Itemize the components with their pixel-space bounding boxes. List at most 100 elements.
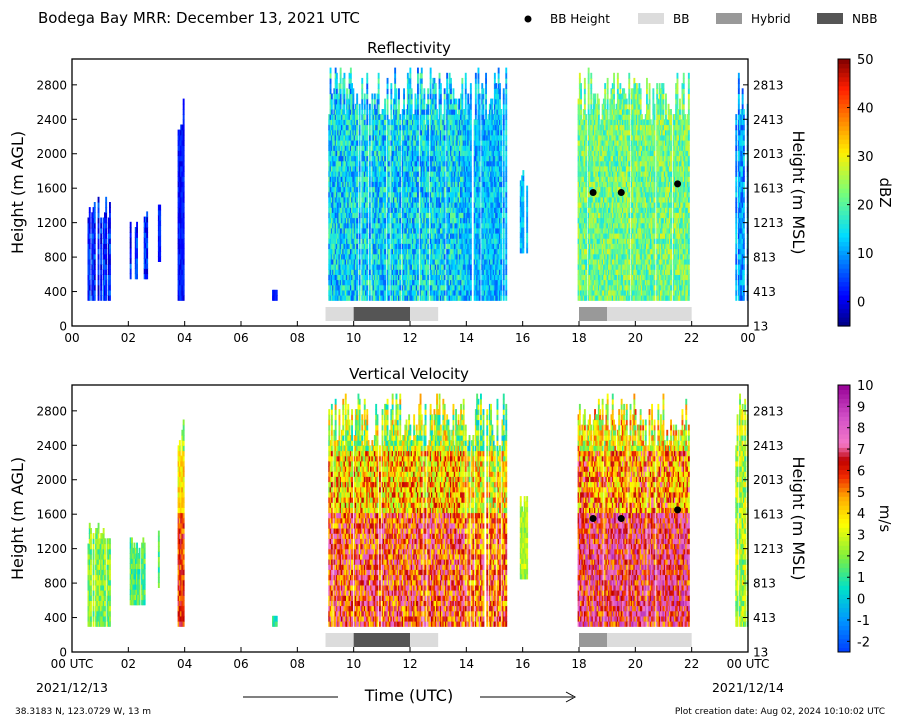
heatmap-cell bbox=[386, 217, 389, 224]
heatmap-cell bbox=[464, 186, 467, 193]
heatmap-cell bbox=[361, 165, 364, 172]
heatmap-cell bbox=[390, 181, 393, 188]
heatmap-cell bbox=[393, 98, 395, 105]
heatmap-cell bbox=[467, 217, 470, 224]
heatmap-cell bbox=[391, 119, 394, 126]
heatmap-cell bbox=[371, 119, 374, 126]
heatmap-cell bbox=[461, 227, 464, 234]
heatmap-cell bbox=[425, 165, 428, 172]
heatmap-cell bbox=[406, 274, 409, 281]
heatmap-cell bbox=[464, 98, 467, 105]
heatmap-cell bbox=[365, 217, 367, 224]
heatmap-cell bbox=[182, 207, 185, 213]
heatmap-cell bbox=[379, 171, 381, 177]
heatmap-cell bbox=[384, 109, 386, 115]
heatmap-cell bbox=[332, 233, 334, 239]
heatmap-cell bbox=[366, 233, 369, 239]
heatmap-cell bbox=[87, 264, 90, 270]
heatmap-cell bbox=[469, 222, 472, 229]
heatmap-cell bbox=[433, 279, 436, 286]
heatmap-cell bbox=[393, 176, 395, 182]
heatmap-cell bbox=[425, 289, 428, 296]
heatmap-cell bbox=[396, 289, 399, 296]
heatmap-cell bbox=[328, 155, 331, 162]
heatmap-cell bbox=[404, 150, 407, 157]
heatmap-cell bbox=[476, 202, 479, 208]
heatmap-cell bbox=[453, 202, 456, 208]
heatmap-cell bbox=[478, 274, 481, 281]
heatmap-cell bbox=[442, 140, 445, 146]
heatmap-cell bbox=[481, 248, 484, 255]
heatmap-cell bbox=[365, 155, 367, 162]
heatmap-cell bbox=[438, 134, 441, 141]
heatmap-cell bbox=[343, 129, 346, 136]
heatmap-cell bbox=[441, 160, 443, 167]
heatmap-cell bbox=[478, 207, 481, 213]
heatmap-cell bbox=[358, 181, 361, 188]
heatmap-cell bbox=[427, 93, 430, 100]
heatmap-cell bbox=[333, 98, 336, 105]
heatmap-cell bbox=[334, 176, 337, 182]
heatmap-cell bbox=[363, 129, 366, 136]
heatmap-cell bbox=[356, 258, 359, 265]
heatmap-cell bbox=[463, 227, 466, 234]
heatmap-cell bbox=[420, 160, 423, 167]
heatmap-cell bbox=[391, 248, 394, 255]
heatmap-cell bbox=[441, 207, 443, 213]
heatmap-cell bbox=[387, 279, 390, 286]
heatmap-cell bbox=[468, 140, 471, 146]
heatmap-cell bbox=[384, 129, 386, 136]
heatmap-cell bbox=[339, 186, 342, 193]
heatmap-cell bbox=[395, 258, 398, 265]
heatmap-cell bbox=[393, 124, 395, 131]
heatmap-cell bbox=[393, 279, 395, 286]
heatmap-cell bbox=[482, 202, 485, 208]
heatmap-cell bbox=[373, 253, 376, 260]
heatmap-cell bbox=[328, 186, 331, 193]
reflectivity-heatmap bbox=[87, 67, 749, 301]
heatmap-cell bbox=[469, 98, 472, 105]
heatmap-cell bbox=[97, 284, 100, 291]
heatmap-cell bbox=[381, 279, 384, 286]
heatmap-cell bbox=[405, 233, 408, 239]
heatmap-cell bbox=[353, 207, 356, 213]
heatmap-cell bbox=[458, 171, 461, 177]
heatmap-cell bbox=[349, 129, 352, 136]
heatmap-cell bbox=[337, 207, 340, 213]
heatmap-cell bbox=[379, 165, 381, 172]
heatmap-cell bbox=[450, 83, 452, 89]
heatmap-cell bbox=[159, 209, 162, 216]
heatmap-cell bbox=[415, 155, 418, 162]
heatmap-cell bbox=[398, 171, 400, 177]
heatmap-cell bbox=[143, 268, 146, 275]
heatmap-cell bbox=[330, 289, 333, 296]
heatmap-cell bbox=[473, 212, 476, 219]
heatmap-cell bbox=[363, 145, 366, 151]
heatmap-cell bbox=[422, 274, 424, 281]
heatmap-cell bbox=[97, 212, 100, 219]
heatmap-cell bbox=[363, 93, 366, 100]
heatmap-cell bbox=[88, 264, 91, 270]
heatmap-cell bbox=[334, 150, 337, 157]
heatmap-cell bbox=[396, 222, 399, 229]
heatmap-cell bbox=[373, 191, 376, 198]
heatmap-cell bbox=[427, 196, 430, 203]
heatmap-cell bbox=[453, 253, 456, 260]
heatmap-cell bbox=[464, 140, 467, 146]
heatmap-cell bbox=[431, 171, 433, 177]
heatmap-cell bbox=[395, 212, 398, 219]
heatmap-cell bbox=[372, 233, 375, 239]
heatmap-cell bbox=[366, 72, 369, 79]
heatmap-cell bbox=[159, 251, 162, 257]
heatmap-cell bbox=[332, 274, 334, 281]
heatmap-cell bbox=[456, 140, 459, 146]
heatmap-cell bbox=[339, 88, 342, 95]
heatmap-cell bbox=[342, 150, 345, 157]
heatmap-cell bbox=[381, 258, 384, 265]
heatmap-cell bbox=[373, 140, 376, 146]
heatmap-cell bbox=[434, 171, 437, 177]
heatmap-cell bbox=[455, 176, 457, 182]
heatmap-cell bbox=[377, 279, 380, 286]
heatmap-cell bbox=[380, 176, 383, 182]
heatmap-cell bbox=[432, 274, 435, 281]
